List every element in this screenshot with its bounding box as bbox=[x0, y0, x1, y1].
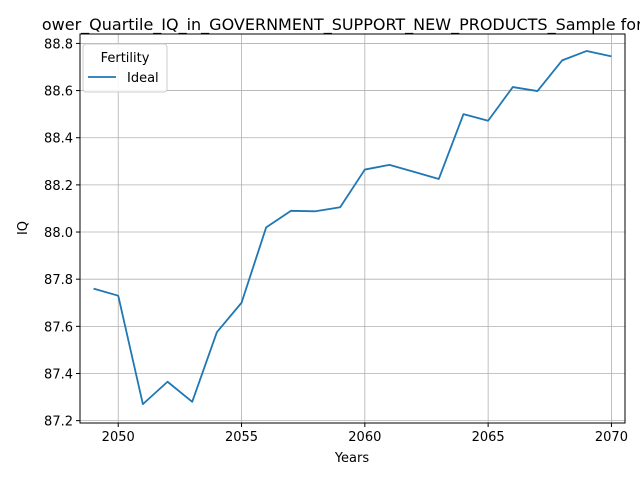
y-ticks: 87.2 87.4 87.6 87.8 88.0 88.2 88.4 88.6 88.8 bbox=[44, 37, 80, 430]
y-tick-label: 88.4 bbox=[44, 132, 73, 147]
series-line bbox=[93, 50, 612, 406]
x-axis-label: Years bbox=[334, 451, 370, 466]
x-tick-label: 2060 bbox=[348, 430, 381, 445]
y-tick-label: 88.0 bbox=[44, 226, 73, 241]
legend-box bbox=[82, 43, 168, 93]
legend: Fertility Ideal bbox=[82, 43, 168, 93]
y-tick-label: 87.4 bbox=[44, 367, 73, 382]
y-tick-label: 87.2 bbox=[44, 415, 73, 430]
y-tick-label: 88.8 bbox=[44, 37, 73, 52]
plot-frame bbox=[79, 33, 626, 424]
y-tick-label: 87.6 bbox=[44, 320, 73, 335]
y-axis-label: IQ bbox=[16, 221, 31, 235]
chart-title: ower_Quartile_IQ_in_GOVERNMENT_SUPPORT_N… bbox=[42, 15, 640, 35]
x-tick-label: 2065 bbox=[472, 430, 505, 445]
x-ticks: 2050 2055 2060 2065 2070 bbox=[102, 423, 628, 445]
legend-title: Fertility bbox=[101, 51, 150, 66]
x-tick-label: 2050 bbox=[102, 430, 135, 445]
y-tick-label: 88.6 bbox=[44, 85, 73, 100]
x-tick-label: 2070 bbox=[595, 430, 628, 445]
y-tick-label: 87.8 bbox=[44, 273, 73, 288]
x-tick-label: 2055 bbox=[225, 430, 258, 445]
y-tick-label: 88.2 bbox=[44, 179, 73, 194]
data-lines bbox=[93, 50, 612, 406]
legend-entry-label: Ideal bbox=[127, 71, 159, 86]
